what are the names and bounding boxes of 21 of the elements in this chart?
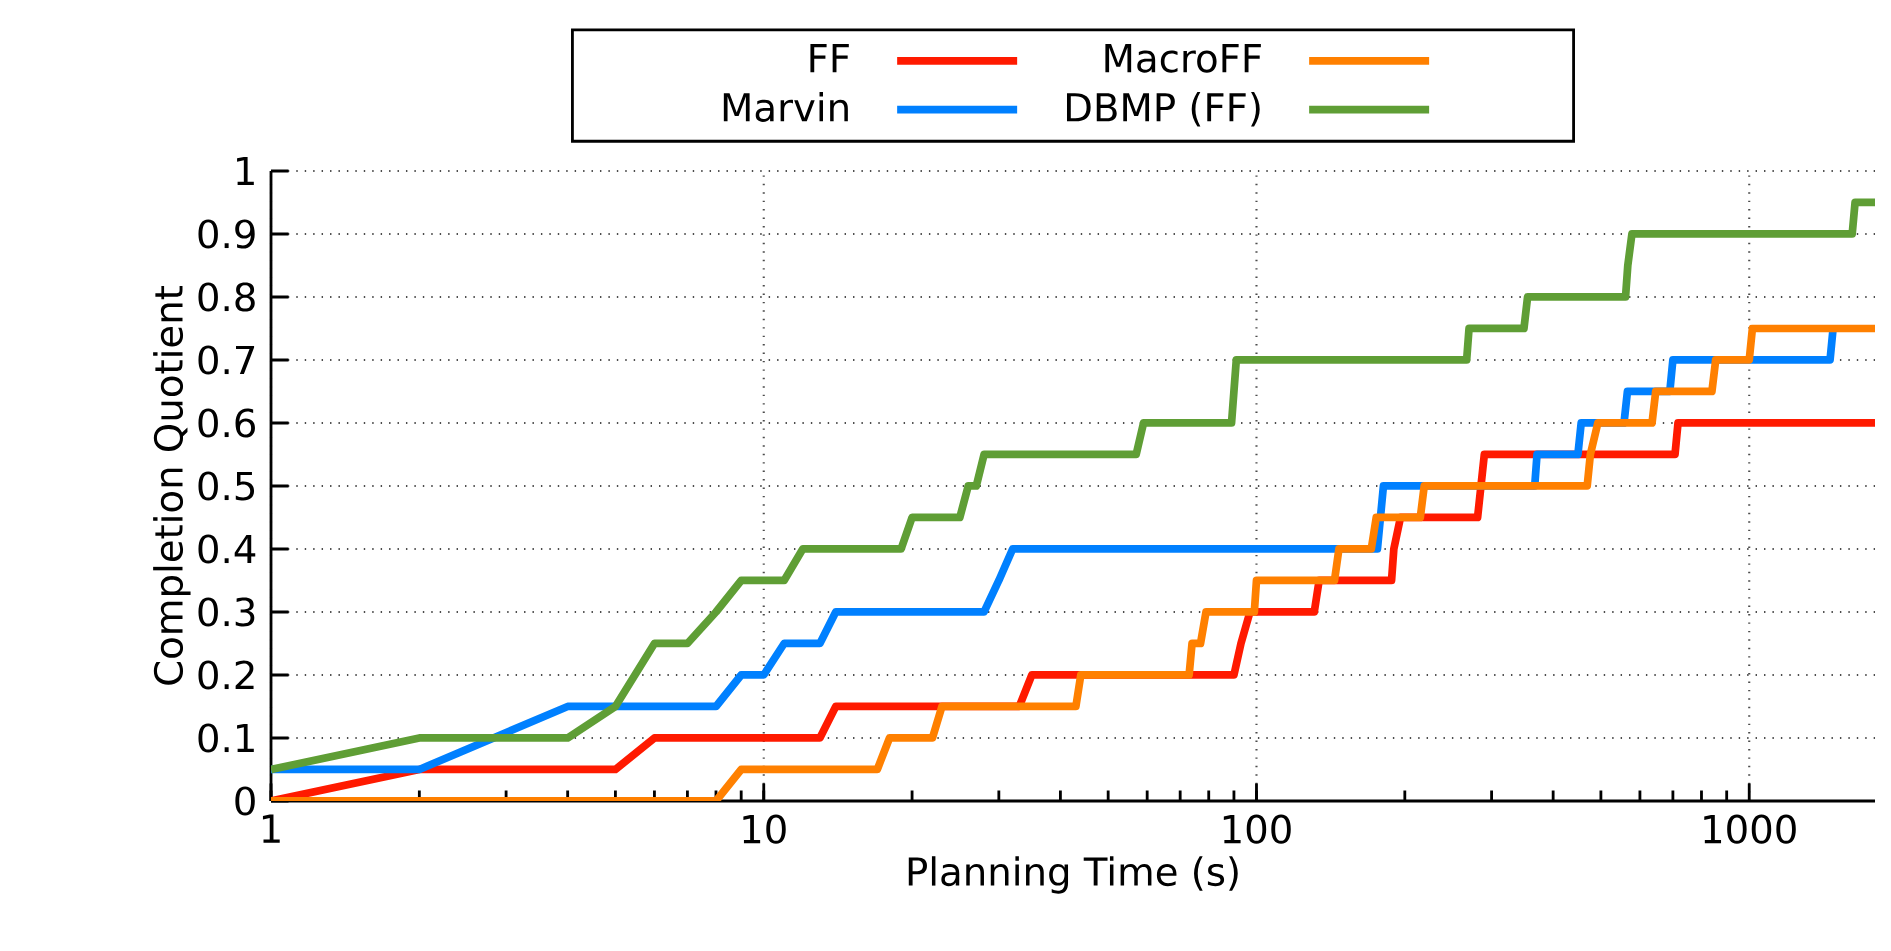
x-tick-label: 10: [743, 814, 786, 844]
y-tick-label: 0.6: [198, 408, 255, 438]
x-tick-label: 1: [262, 814, 280, 843]
y-tick-label: 0.5: [198, 471, 255, 501]
y-axis-title: Completion Quotient: [153, 286, 191, 685]
y-tick-label: 0.2: [198, 660, 254, 690]
legend-label: FF: [810, 43, 849, 73]
y-tick-label: 0.8: [198, 282, 255, 312]
y-tick-label: 0: [235, 786, 255, 816]
y-tick-label: 1: [237, 156, 254, 186]
legend-label: DBMP (FF): [1066, 92, 1260, 127]
legend-label: Marvin: [723, 91, 848, 122]
y-tick-label: 0.1: [198, 723, 254, 753]
y-tick-label: 0.4: [198, 534, 256, 564]
y-tick-label: 0.7: [198, 345, 255, 375]
y-tick-label: 0.3: [198, 597, 255, 627]
x-axis-title: Planning Time (s): [908, 856, 1238, 894]
legend-label: MacroFF: [1105, 43, 1261, 73]
x-tick-label: 1000: [1704, 814, 1796, 844]
x-tick-label: 100: [1223, 814, 1291, 844]
y-tick-label: 0.9: [198, 219, 255, 249]
